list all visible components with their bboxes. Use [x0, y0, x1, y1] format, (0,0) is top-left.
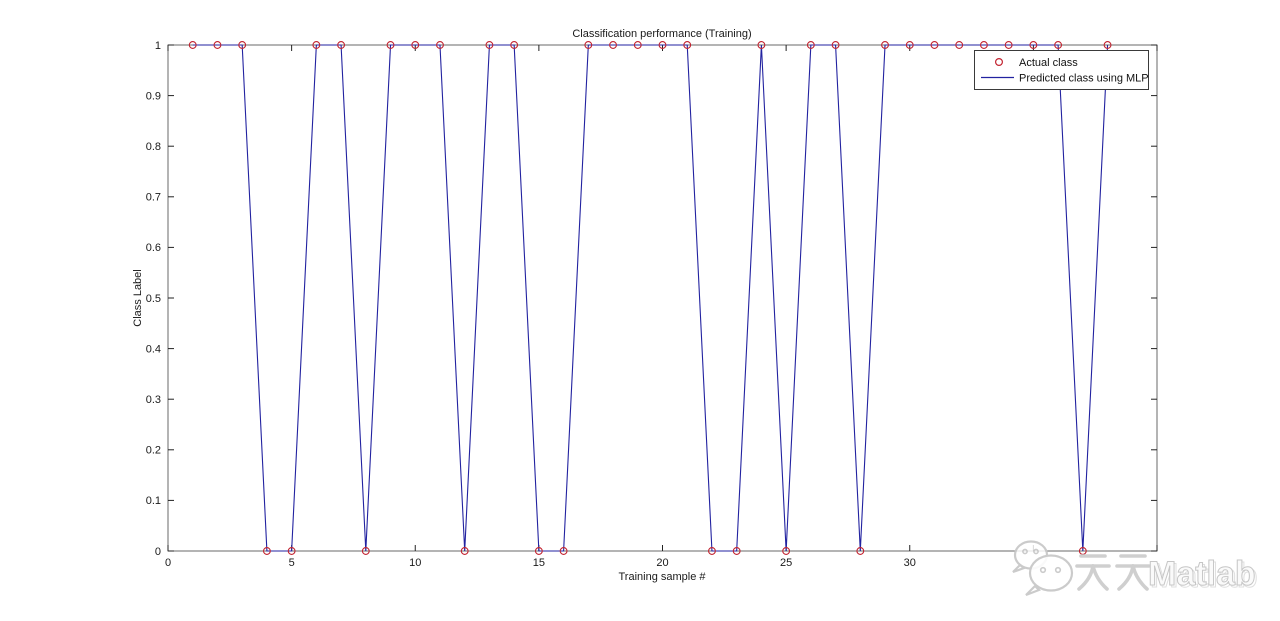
actual-marker	[287, 547, 296, 555]
x-tick-label: 5	[289, 557, 295, 569]
legend-predicted-label: Predicted class using MLP	[1019, 73, 1149, 85]
actual-marker	[633, 41, 642, 49]
actual-marker	[534, 547, 543, 555]
actual-marker	[707, 547, 716, 555]
y-tick-label: 1	[155, 40, 161, 52]
y-tick-label: 0	[155, 546, 161, 558]
axis-ticks: 0 5 10 15 20 25 30 0 0.1 0.2 0.3 0.4 0.5 0.6 0.7 0.8 0.9…	[146, 40, 1158, 569]
actual-marker	[1004, 41, 1013, 49]
actual-marker	[584, 41, 593, 49]
actual-marker	[436, 41, 444, 49]
actual-marker	[460, 547, 469, 555]
x-tick-label: 10	[409, 557, 421, 569]
y-tick-label: 0.8	[146, 141, 161, 153]
y-tick-label: 0.6	[146, 242, 161, 254]
actual-marker	[312, 41, 321, 49]
legend-actual-label: Actual class	[1019, 57, 1078, 69]
y-tick-label: 0.5	[146, 293, 161, 305]
y-tick-label: 0.7	[146, 192, 161, 204]
watermark-text: Matlab	[1148, 555, 1256, 593]
actual-marker	[658, 41, 667, 49]
actual-marker	[979, 41, 988, 49]
actual-marker	[856, 547, 865, 555]
y-axis-label: Class Label	[132, 269, 144, 326]
actual-marker	[1054, 41, 1063, 49]
watermark-cjk-tian-1	[1075, 554, 1111, 591]
y-tick-label: 0.3	[146, 394, 161, 406]
y-tick-label: 0.2	[146, 445, 161, 457]
chart-title: Classification performance (Training)	[572, 28, 751, 40]
actual-marker	[1103, 41, 1112, 49]
legend: Actual class Predicted class using MLP	[974, 50, 1149, 90]
actual-marker	[361, 547, 370, 555]
watermark: Matlab Matlab	[1012, 540, 1258, 597]
actual-marker	[609, 41, 617, 49]
actual-marker	[905, 41, 914, 49]
actual-marker	[757, 41, 766, 49]
x-tick-label: 0	[165, 557, 171, 569]
actual-marker	[510, 41, 519, 49]
actual-marker	[337, 41, 346, 49]
x-tick-label: 20	[656, 557, 668, 569]
actual-marker	[782, 547, 791, 555]
actual-marker	[732, 547, 741, 555]
watermark-cjk-tian-2	[1115, 554, 1151, 591]
y-tick-label: 0.9	[146, 90, 161, 102]
actual-marker	[806, 41, 815, 49]
y-tick-label: 0.4	[146, 343, 161, 355]
actual-marker	[485, 41, 494, 49]
series-layer	[188, 41, 1112, 555]
y-tick-label: 0.1	[146, 495, 161, 507]
x-tick-label: 30	[904, 557, 916, 569]
actual-marker	[881, 41, 889, 49]
actual-marker	[831, 41, 840, 49]
x-tick-label: 25	[780, 557, 792, 569]
x-axis-label: Training sample #	[618, 571, 706, 583]
actual-marker	[955, 41, 964, 49]
legend-frame	[974, 50, 1149, 90]
plot-area-frame	[167, 44, 1158, 552]
actual-marker	[411, 41, 420, 49]
actual-marker	[930, 41, 939, 49]
x-tick-label: 15	[533, 557, 545, 569]
actual-marker	[386, 41, 395, 49]
wechat-logo	[1012, 540, 1074, 597]
actual-marker	[262, 547, 271, 555]
actual-marker	[213, 41, 222, 49]
predicted-line	[192, 44, 1109, 552]
watermark-text-shadow: Matlab	[1150, 557, 1258, 595]
actual-marker	[188, 41, 197, 49]
actual-marker	[559, 547, 568, 555]
legend-actual-marker	[994, 57, 1003, 66]
actual-marker	[1029, 41, 1038, 49]
actual-marker	[683, 41, 692, 49]
actual-marker	[238, 41, 247, 49]
